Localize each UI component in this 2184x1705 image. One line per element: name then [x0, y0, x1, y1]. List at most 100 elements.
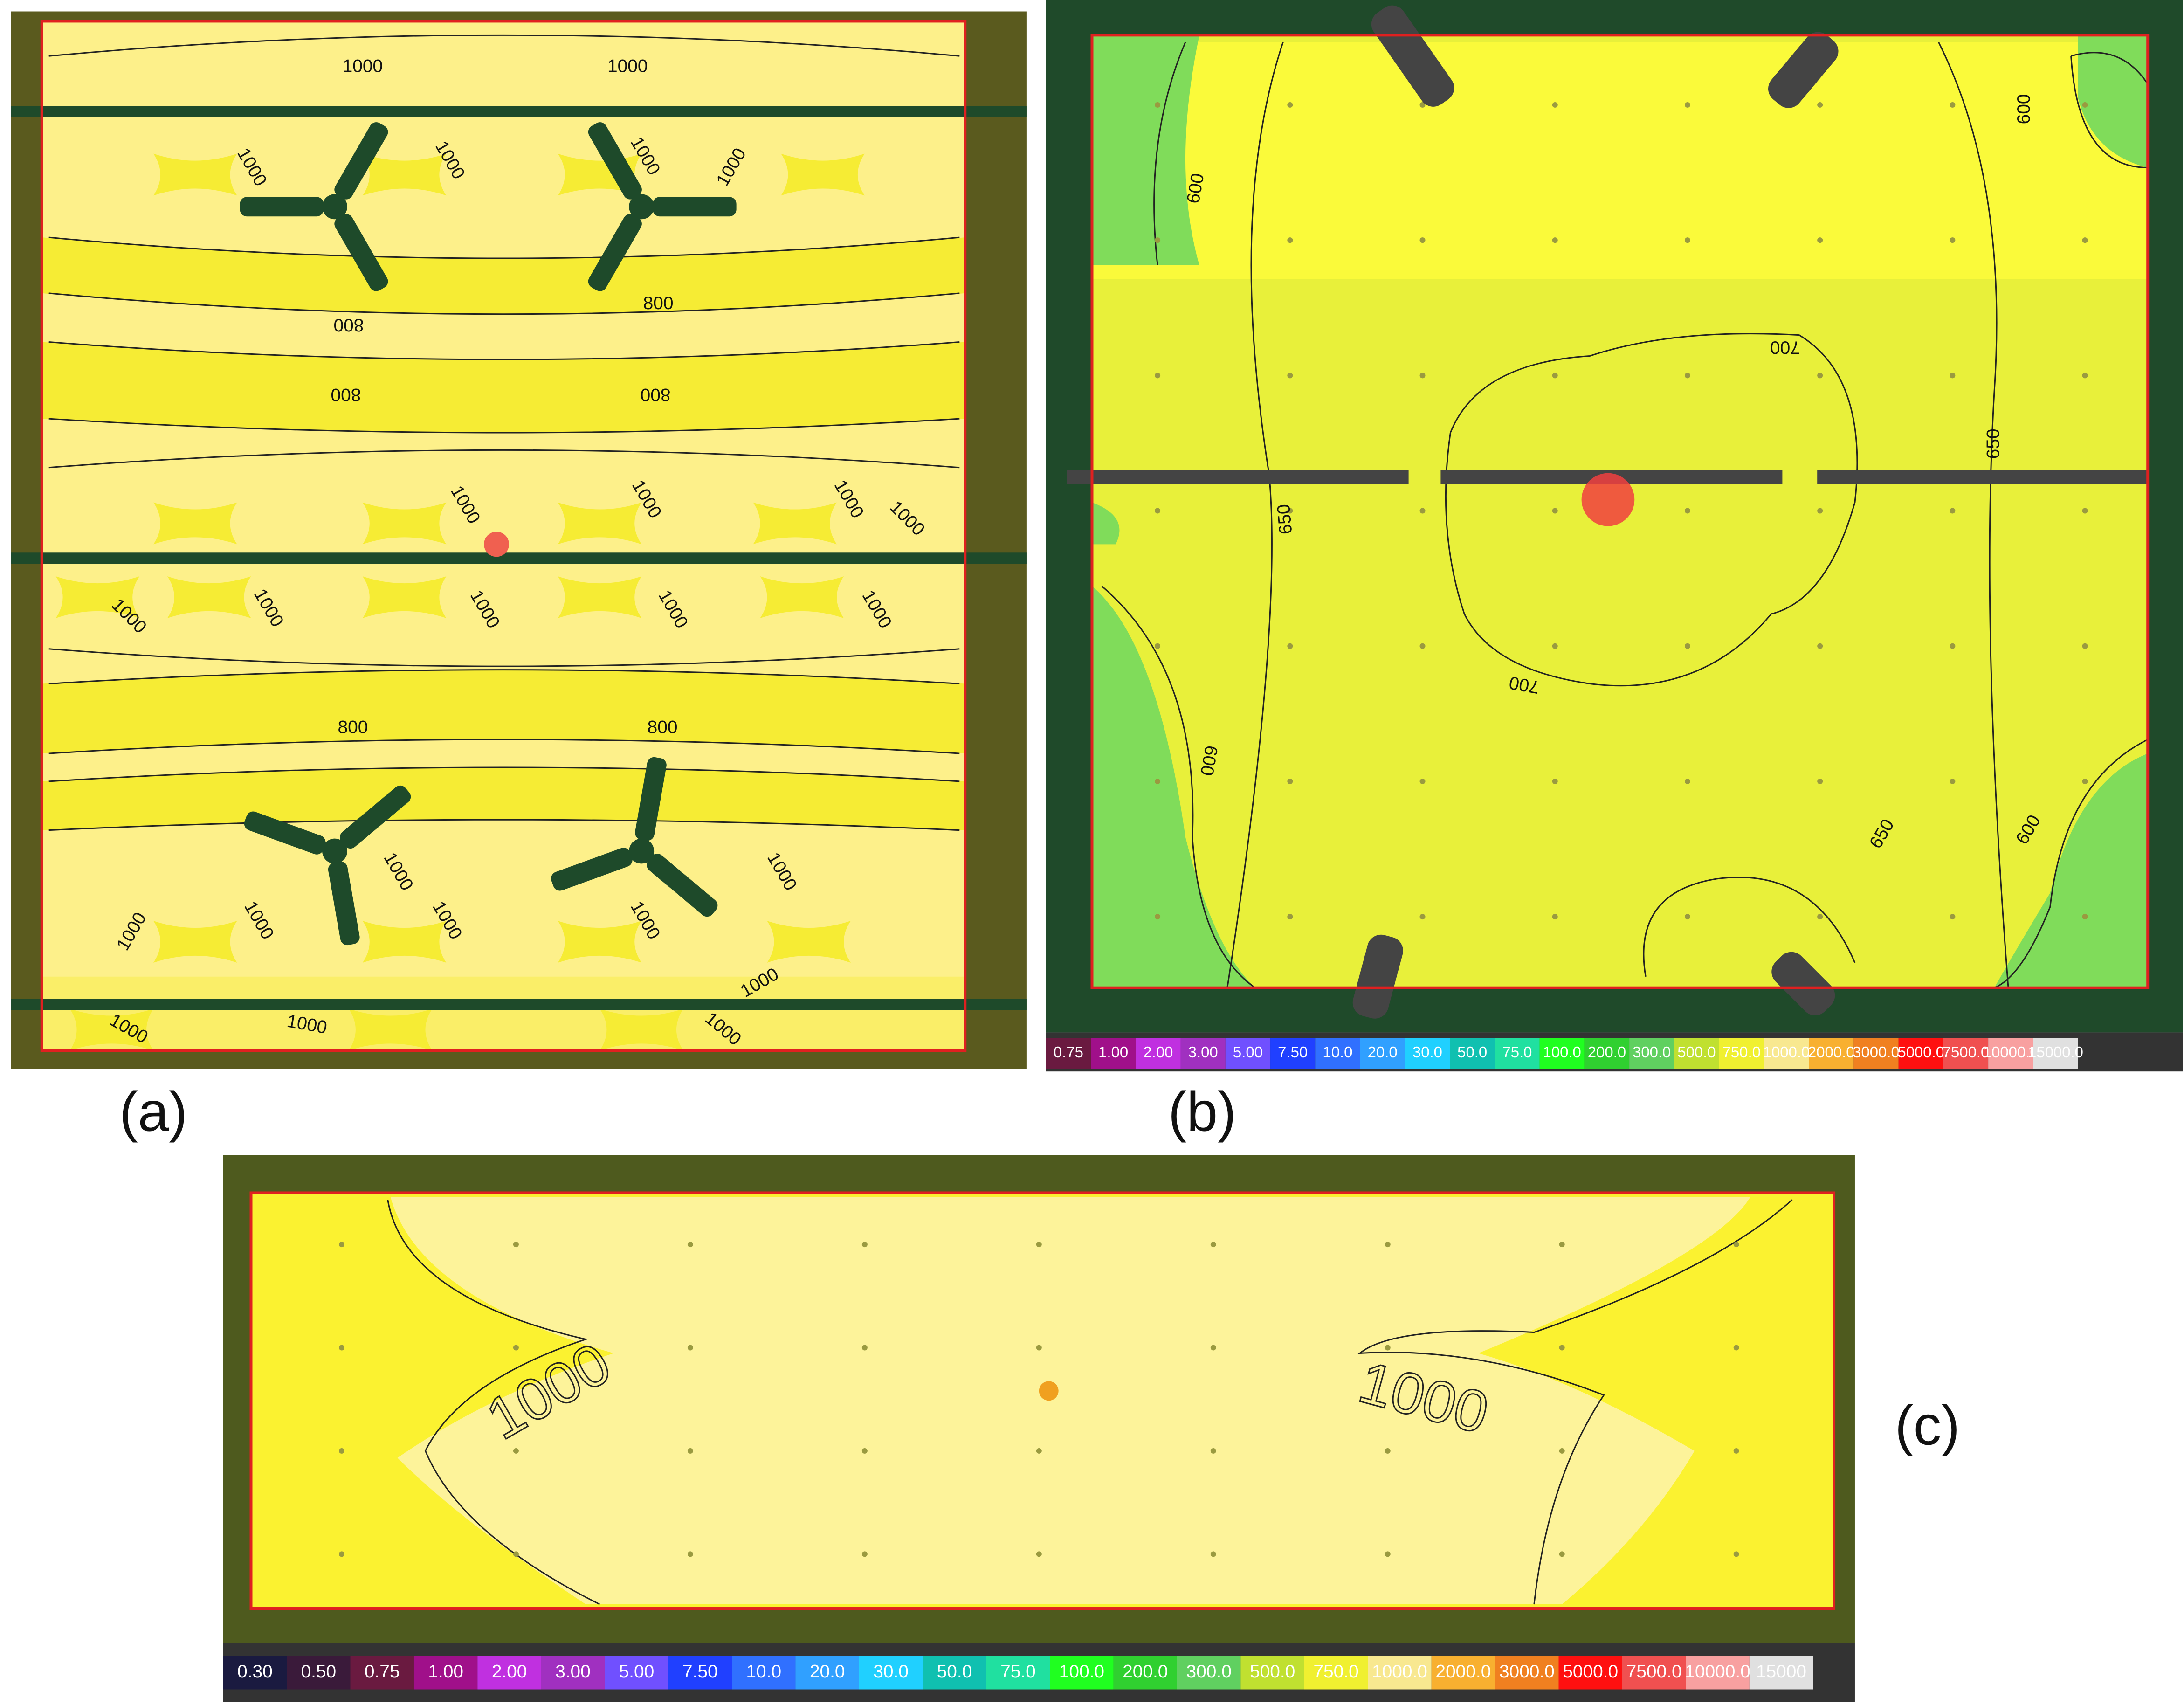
grid-dot	[513, 1551, 519, 1557]
grid-dot	[2082, 237, 2088, 243]
grid-dot	[1155, 508, 1161, 514]
grid-dot	[687, 1242, 693, 1248]
legend-label: 500.0	[1677, 1043, 1716, 1061]
contour-label: 650	[1274, 503, 1296, 535]
grid-dot	[1684, 778, 1690, 784]
blob	[362, 921, 447, 963]
blob	[558, 921, 642, 963]
grid-dot	[1155, 643, 1161, 649]
grid-dot	[1155, 373, 1161, 379]
boundary	[1090, 34, 2150, 989]
grid-dot	[1559, 1551, 1565, 1557]
legend: 0.75 1.00 2.00 3.00 5.00 7.50 10.0 20.0 30.0 50.0…	[1046, 1038, 2083, 1069]
grid-dot	[861, 1242, 868, 1248]
legend-label: 1000.0	[1763, 1043, 1810, 1061]
grid-dot	[1287, 508, 1293, 514]
grid-dot	[1419, 643, 1426, 649]
legend-label: 20.0	[1368, 1043, 1398, 1061]
grid-dot	[1287, 914, 1293, 920]
legend-label: 10.0	[746, 1662, 781, 1682]
grid-dot	[1684, 508, 1690, 514]
contour-label: 800	[643, 293, 674, 313]
grid-dot	[1817, 508, 1823, 514]
legend-swatch	[986, 1656, 1050, 1690]
legend-swatch	[1686, 1656, 1750, 1690]
contour-label: 1000	[607, 56, 648, 76]
blob	[153, 153, 237, 196]
grid-dot	[1419, 778, 1426, 784]
grid-dot	[1733, 1551, 1739, 1557]
legend-label: 50.0	[1457, 1043, 1487, 1061]
grid-dot	[1552, 237, 1558, 243]
grid-dot	[1385, 1242, 1391, 1248]
blob	[362, 502, 447, 545]
grid-dot	[1950, 643, 1956, 649]
fan-blade	[635, 757, 667, 841]
contour-label: 800	[648, 718, 678, 738]
grid-dot	[1287, 778, 1293, 784]
legend: 0.30 0.50 0.75 1.00 2.00 3.00 5.00 7.50 10.0 20.0…	[223, 1656, 1813, 1690]
contours	[1101, 41, 2149, 989]
grid-dot	[1552, 508, 1558, 514]
legend-swatch	[1853, 1038, 1899, 1069]
grid-dot	[1155, 237, 1161, 243]
legend-label: 5000.0	[1563, 1662, 1618, 1682]
fan-blade	[334, 214, 388, 291]
panel-c: 1000 1000 0.30 0.50 0.75 1.00 2.00 3.00 5.00 7.5…	[223, 1155, 1960, 1702]
grid-dot	[1559, 1448, 1565, 1454]
legend-swatch	[1368, 1656, 1432, 1690]
grid-dot	[1419, 508, 1426, 514]
fan-blade	[588, 214, 642, 291]
bright-band	[1092, 42, 2148, 279]
grid-dot	[1155, 102, 1161, 108]
fan	[244, 785, 411, 946]
legend-swatch	[1539, 1038, 1585, 1069]
blobs	[55, 153, 865, 1051]
legend-swatch	[1495, 1656, 1559, 1690]
legend-label: 200.0	[1123, 1662, 1168, 1682]
legend-swatch	[1629, 1038, 1674, 1069]
grid-dot	[1552, 643, 1558, 649]
legend-label: 100.0	[1543, 1043, 1581, 1061]
grid-dot	[513, 1242, 519, 1248]
fan-hub	[322, 838, 347, 864]
legend-swatch	[732, 1656, 796, 1690]
legend-swatch	[1136, 1038, 1181, 1069]
legend-swatch	[1749, 1656, 1813, 1690]
grid-dot	[2082, 508, 2088, 514]
grid-dot	[1287, 237, 1293, 243]
grid-dot	[1385, 1448, 1391, 1454]
grid-dot	[1287, 102, 1293, 108]
contour-label: 800	[333, 315, 364, 335]
fan-blade	[244, 811, 326, 855]
grid-dot	[1559, 1345, 1565, 1351]
beams	[1067, 5, 2148, 1019]
panel-label: (a)	[119, 1081, 187, 1143]
legend-swatch	[1050, 1656, 1114, 1690]
legend-label: 750.0	[1313, 1662, 1358, 1682]
legend-swatch	[1719, 1038, 1764, 1069]
legend-label: 750.0	[1722, 1043, 1761, 1061]
fan-blade	[334, 122, 388, 200]
legend-label: 7.50	[1278, 1043, 1308, 1061]
fan	[588, 122, 737, 291]
legend-label: 7500.0	[1626, 1662, 1682, 1682]
legend-swatch	[923, 1656, 986, 1690]
grid-dot	[1950, 237, 1956, 243]
grid-dot	[2082, 778, 2088, 784]
grid-dot	[687, 1448, 693, 1454]
legend-swatch	[1943, 1038, 1989, 1069]
legend-swatch	[1898, 1038, 1943, 1069]
legend-label: 5.00	[1233, 1043, 1263, 1061]
green-regions	[1092, 35, 2148, 988]
legend-label: 20.0	[810, 1662, 845, 1682]
fan-blade	[551, 848, 633, 891]
blob	[69, 1008, 154, 1051]
grid-dot	[1036, 1551, 1042, 1557]
grid-dot	[1210, 1448, 1216, 1454]
legend-swatch	[413, 1656, 478, 1690]
blob	[558, 576, 642, 618]
legend-swatch	[223, 1656, 287, 1690]
grid-dot	[1155, 914, 1161, 920]
legend-swatch	[1622, 1656, 1686, 1690]
